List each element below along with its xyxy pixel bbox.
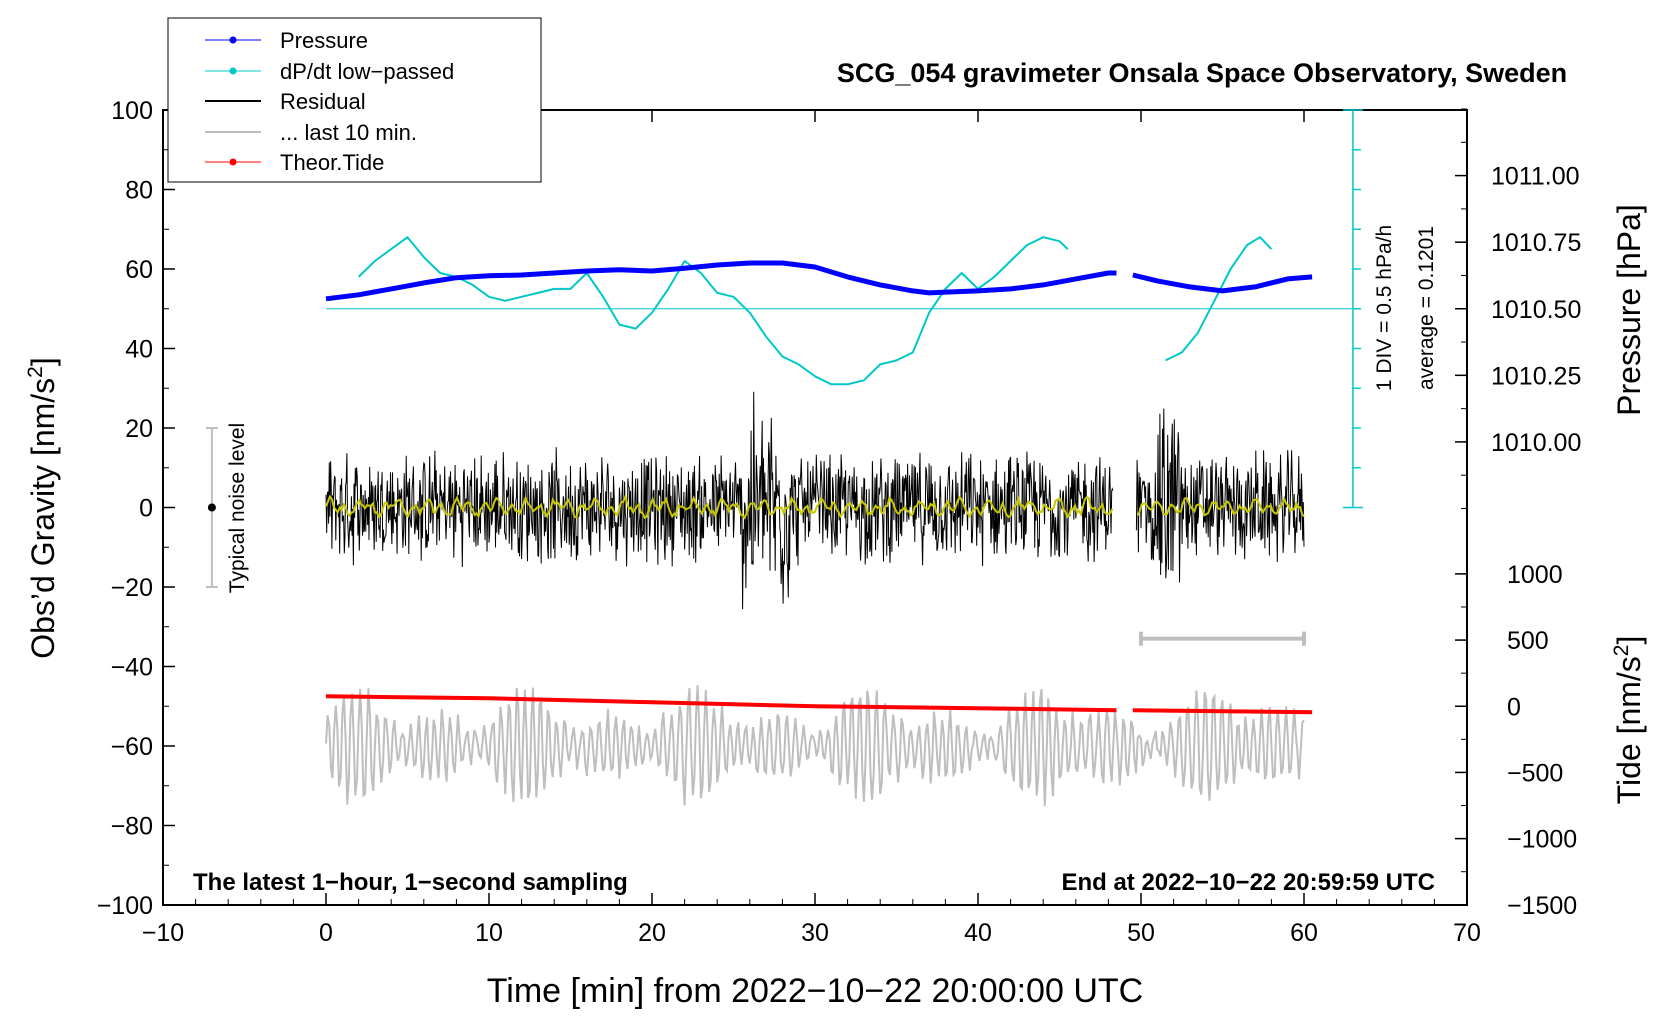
annotation-end-time: End at 2022−10−22 20:59:59 UTC [1061,869,1435,896]
x-tick-label: 0 [319,919,333,947]
y-tick-label: 40 [125,336,153,364]
x-tick-label: −10 [142,919,184,947]
y-tick-label: 0 [139,495,153,523]
pressure-tick-label: 1010.75 [1491,229,1581,257]
y-tick-label: −100 [97,892,153,920]
x-tick-label: 60 [1290,919,1318,947]
legend-label-residual: Residual [280,89,366,114]
dpdt-scale-label: 1 DIV = 0.5 hPa/h [1373,225,1396,391]
dpdt-average-label: average = 0.1201 [1415,226,1438,390]
x-tick-label: 30 [801,919,829,947]
series-residual-smoothed-line [325,493,1305,520]
pressure-axis-ticks: 1010.00 1010.25 1010.50 1010.75 1011.00 [1455,108,1581,509]
y-tick-label: −20 [111,574,153,602]
series-dpdt-line [357,236,1273,386]
legend-marker-dpdt [229,67,237,75]
legend-label-last10: ... last 10 min. [280,120,417,145]
pressure-tick-label: 1011.00 [1491,163,1580,191]
legend-label-dpdt: dP/dt low−passed [280,59,454,84]
legend-marker-tide [229,158,237,166]
y-tick-label: 20 [125,415,153,443]
series-residual-line [325,391,1305,610]
series-tide-line [325,694,1313,715]
y-tick-label: 100 [111,97,153,125]
tide-tick-label: 0 [1507,693,1521,721]
x-tick-label: 20 [638,919,666,947]
chart-title: SCG_054 gravimeter Onsala Space Observat… [837,58,1567,88]
y-axis-ticks: −100 −80 −60 −40 −20 0 20 40 60 80 100 [97,97,175,920]
x-tick-label: 50 [1127,919,1155,947]
y-axis-title-tide: Tide [nm/s2] [1610,636,1647,805]
noise-label: Typical noise level [226,423,249,593]
noise-bar-center [207,503,216,512]
tide-tick-label: −1500 [1507,892,1577,920]
pressure-tick-label: 1010.50 [1491,296,1581,324]
tide-axis-ticks: −1500 −1000 −500 0 500 1000 [1455,561,1577,920]
y-axis-title-pressure: Pressure [hPa] [1611,204,1647,416]
series-last10-line [325,685,1305,806]
noise-level-bar [205,427,218,588]
legend: Pressure dP/dt low−passed Residual ... l… [167,17,542,183]
y-tick-label: −60 [111,733,153,761]
x-tick-label: 40 [964,919,992,947]
tide-tick-label: −1000 [1507,826,1577,854]
y-tick-label: −40 [111,654,153,682]
y-tick-label: 60 [125,256,153,284]
tide-tick-label: 500 [1507,627,1549,655]
x-tick-label: 70 [1453,919,1481,947]
y-tick-label: −80 [111,813,153,841]
series-pressure-line [325,260,1313,302]
tide-tick-label: −500 [1507,759,1563,787]
pressure-tick-label: 1010.00 [1491,429,1581,457]
y-axis-title-left: Obs’d Gravity [nm/s2] [24,357,61,659]
annotation-sampling: The latest 1−hour, 1−second sampling [193,869,628,896]
x-tick-label: 10 [475,919,503,947]
pressure-tick-label: 1010.25 [1491,362,1581,390]
x-axis-title: Time [min] from 2022−10−22 20:00:00 UTC [487,972,1143,1010]
legend-label-pressure: Pressure [280,28,368,53]
legend-marker-pressure [229,36,237,44]
dpdt-axis [1342,109,1363,509]
x-axis-ticks: −10 0 10 20 30 40 50 60 70 [142,110,1481,947]
series-layer [325,236,1353,806]
legend-label-tide: Theor.Tide [280,150,384,175]
y-tick-label: 80 [125,177,153,205]
tide-tick-label: 1000 [1507,561,1563,589]
